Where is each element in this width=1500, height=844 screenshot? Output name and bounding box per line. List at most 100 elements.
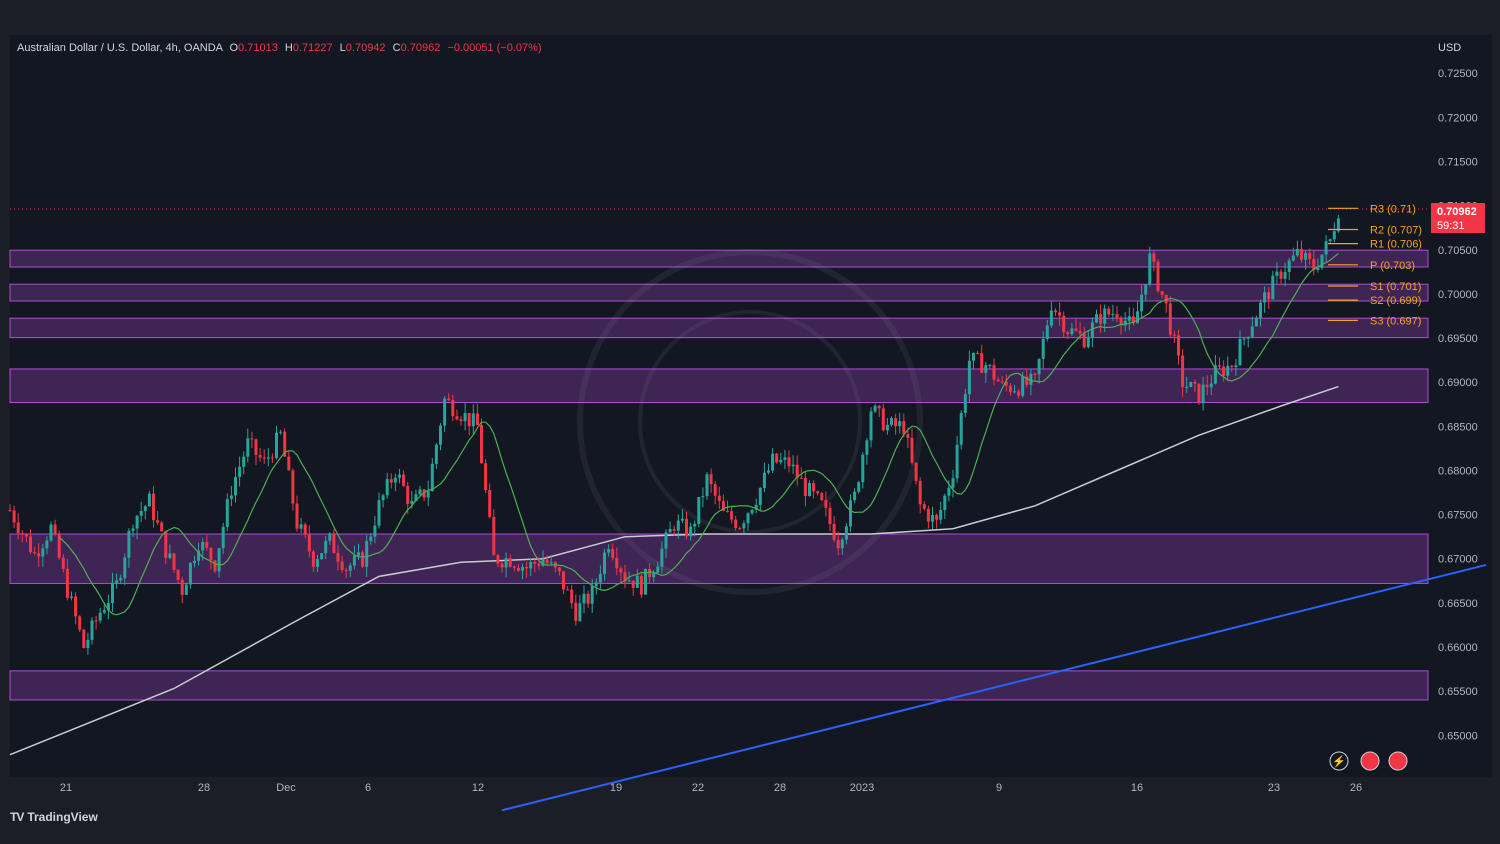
candle: [295, 495, 299, 532]
candle-body: [398, 474, 401, 478]
candle-body: [1209, 383, 1213, 388]
candle-body: [549, 562, 553, 564]
candle-body: [590, 586, 594, 604]
candle-body: [1131, 316, 1135, 324]
candle-body: [574, 602, 578, 622]
candle: [336, 545, 340, 571]
candle: [1201, 376, 1205, 411]
candle-body: [713, 484, 717, 496]
y-tick-label: 0.68500: [1438, 421, 1478, 433]
candle: [1263, 286, 1267, 313]
candle: [705, 472, 709, 500]
candle: [340, 555, 344, 574]
candle: [808, 480, 811, 497]
candle: [242, 451, 246, 475]
candle: [680, 509, 684, 524]
candle: [685, 511, 688, 540]
candle-body: [135, 515, 139, 529]
candle-body: [357, 552, 360, 556]
candle: [570, 584, 574, 609]
candle-body: [467, 413, 471, 427]
brand[interactable]: TV TradingView: [10, 810, 98, 824]
candle-body: [668, 529, 672, 533]
candle: [836, 531, 840, 556]
candle: [348, 563, 352, 578]
candle-body: [594, 582, 598, 587]
candle: [1312, 250, 1316, 276]
candle-body: [545, 559, 549, 564]
candle-body: [20, 533, 24, 535]
candle: [750, 509, 754, 516]
candle: [1267, 287, 1271, 309]
candle-body: [578, 603, 582, 622]
y-tick-label: 0.66000: [1438, 642, 1478, 654]
candle: [291, 468, 295, 511]
candle-body: [12, 510, 16, 523]
candle-body: [639, 575, 643, 595]
candle-body: [885, 424, 889, 431]
candle: [463, 402, 467, 431]
candle-body: [918, 480, 922, 505]
candle-body: [767, 470, 770, 473]
candle: [1259, 299, 1262, 327]
candle-body: [307, 534, 311, 552]
candle-body: [914, 462, 918, 481]
candle: [521, 563, 524, 580]
brand-name: TradingView: [27, 810, 98, 824]
candle: [480, 418, 483, 464]
candle-body: [705, 474, 709, 497]
candle: [500, 560, 504, 573]
candle-body: [717, 495, 721, 501]
x-tick-label: 6: [365, 782, 371, 794]
lightning-icon[interactable]: [1329, 751, 1349, 771]
candle: [160, 520, 164, 532]
candle: [1045, 319, 1049, 342]
candle-body: [894, 418, 898, 427]
candle-body: [812, 483, 816, 492]
candle: [279, 429, 283, 435]
candle: [492, 509, 496, 556]
candle-body: [1279, 271, 1283, 279]
candle-body: [980, 353, 984, 373]
candle-body: [184, 584, 188, 595]
candle-body: [475, 413, 479, 425]
candle-body: [537, 563, 541, 566]
candle: [676, 514, 680, 539]
candle-body: [1095, 314, 1098, 323]
candle: [1168, 296, 1172, 337]
candle-body: [783, 457, 787, 460]
candle: [922, 501, 926, 511]
us-flag-event-icon[interactable]: [1360, 751, 1380, 771]
candle: [1029, 368, 1033, 396]
candle-body: [828, 507, 832, 524]
candle-body: [1082, 333, 1086, 348]
candle: [434, 443, 438, 469]
candle-body: [1283, 272, 1287, 279]
au-flag-event-icon[interactable]: [1388, 751, 1408, 771]
candle: [172, 552, 176, 573]
candle-body: [45, 540, 49, 549]
candle-body: [619, 568, 623, 573]
candle-body: [615, 557, 619, 569]
candle-body: [24, 533, 28, 537]
candle-body: [1037, 358, 1041, 375]
candle-body: [623, 572, 627, 582]
candle-body: [898, 421, 902, 427]
candle: [1279, 269, 1283, 285]
candle-body: [188, 562, 192, 585]
candle: [1041, 331, 1045, 369]
candle: [475, 403, 479, 426]
candle-body: [1304, 252, 1308, 260]
candle-body: [861, 454, 865, 483]
candle-body: [430, 463, 434, 492]
candle-body: [484, 463, 488, 490]
candle: [1095, 309, 1098, 324]
high-value: 0.71227: [292, 42, 333, 54]
candle: [1054, 308, 1057, 316]
candle: [1238, 330, 1242, 366]
candle-body: [967, 360, 971, 395]
candle: [689, 522, 693, 541]
candle-body: [1058, 312, 1062, 316]
candle-body: [33, 552, 37, 554]
